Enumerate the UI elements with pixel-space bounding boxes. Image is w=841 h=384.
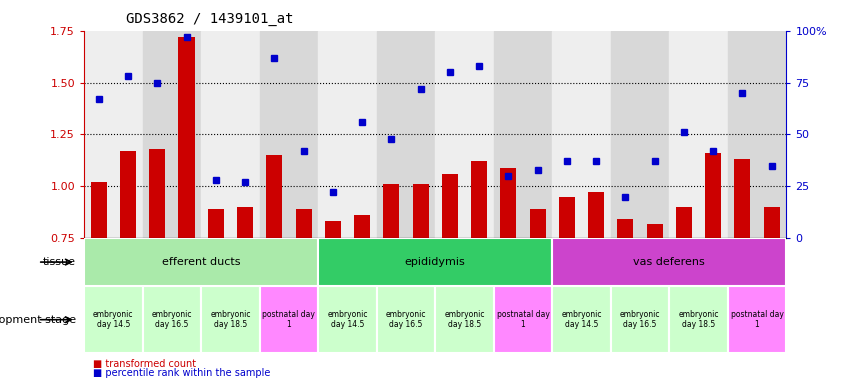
Text: embryonic
day 18.5: embryonic day 18.5 bbox=[210, 310, 251, 329]
Bar bbox=[260, 31, 289, 238]
Bar bbox=[143, 286, 201, 353]
Bar bbox=[201, 31, 230, 238]
Text: postnatal day
1: postnatal day 1 bbox=[262, 310, 315, 329]
Bar bbox=[553, 31, 581, 238]
Bar bbox=[669, 31, 699, 238]
Bar bbox=[553, 286, 611, 353]
Bar bbox=[727, 31, 757, 238]
Bar bbox=[325, 222, 341, 238]
Bar bbox=[436, 286, 494, 353]
Text: embryonic
day 14.5: embryonic day 14.5 bbox=[327, 310, 368, 329]
Bar bbox=[84, 31, 114, 238]
Bar bbox=[354, 215, 370, 238]
Bar bbox=[588, 192, 604, 238]
Bar bbox=[201, 286, 260, 353]
Bar bbox=[413, 184, 429, 238]
Bar bbox=[347, 31, 377, 238]
Bar bbox=[581, 31, 611, 238]
Text: efferent ducts: efferent ducts bbox=[161, 257, 241, 267]
Bar bbox=[757, 31, 786, 238]
Bar bbox=[494, 31, 523, 238]
Text: embryonic
day 18.5: embryonic day 18.5 bbox=[444, 310, 484, 329]
Text: embryonic
day 16.5: embryonic day 16.5 bbox=[386, 310, 426, 329]
Bar bbox=[91, 182, 107, 238]
Bar bbox=[727, 286, 786, 353]
Text: ■ transformed count: ■ transformed count bbox=[93, 359, 196, 369]
Text: ■ percentile rank within the sample: ■ percentile rank within the sample bbox=[93, 368, 270, 378]
Bar bbox=[120, 151, 136, 238]
Bar bbox=[558, 197, 575, 238]
Text: postnatal day
1: postnatal day 1 bbox=[496, 310, 549, 329]
Text: epididymis: epididymis bbox=[405, 257, 466, 267]
Bar bbox=[318, 286, 377, 353]
Bar bbox=[464, 31, 494, 238]
Bar bbox=[494, 286, 553, 353]
Bar bbox=[377, 286, 436, 353]
Bar bbox=[230, 31, 260, 238]
Text: GDS3862 / 1439101_at: GDS3862 / 1439101_at bbox=[126, 12, 294, 25]
Bar bbox=[764, 207, 780, 238]
Bar bbox=[84, 286, 143, 353]
Text: embryonic
day 18.5: embryonic day 18.5 bbox=[679, 310, 719, 329]
Text: embryonic
day 14.5: embryonic day 14.5 bbox=[93, 310, 134, 329]
Bar bbox=[178, 37, 194, 238]
Bar bbox=[442, 174, 458, 238]
Bar bbox=[84, 238, 318, 286]
Bar bbox=[523, 31, 553, 238]
Text: development stage: development stage bbox=[0, 314, 76, 325]
Bar bbox=[734, 159, 750, 238]
Bar bbox=[647, 223, 663, 238]
Bar bbox=[530, 209, 546, 238]
Bar bbox=[611, 31, 640, 238]
Bar bbox=[295, 209, 312, 238]
Bar bbox=[318, 238, 553, 286]
Bar bbox=[699, 31, 727, 238]
Bar bbox=[553, 238, 786, 286]
Bar bbox=[500, 167, 516, 238]
Bar bbox=[377, 31, 406, 238]
Bar bbox=[267, 155, 283, 238]
Bar bbox=[114, 31, 143, 238]
Bar bbox=[435, 31, 464, 238]
Bar bbox=[143, 31, 172, 238]
Bar bbox=[289, 31, 318, 238]
Bar bbox=[669, 286, 727, 353]
Bar bbox=[318, 31, 347, 238]
Bar bbox=[237, 207, 253, 238]
Text: embryonic
day 16.5: embryonic day 16.5 bbox=[151, 310, 192, 329]
Bar bbox=[172, 31, 201, 238]
Bar bbox=[260, 286, 318, 353]
Bar bbox=[149, 149, 166, 238]
Bar bbox=[617, 219, 633, 238]
Text: tissue: tissue bbox=[43, 257, 76, 267]
Bar bbox=[611, 286, 669, 353]
Text: postnatal day
1: postnatal day 1 bbox=[731, 310, 784, 329]
Bar bbox=[208, 209, 224, 238]
Bar bbox=[705, 153, 722, 238]
Text: vas deferens: vas deferens bbox=[633, 257, 705, 267]
Bar bbox=[676, 207, 692, 238]
Bar bbox=[406, 31, 436, 238]
Text: embryonic
day 16.5: embryonic day 16.5 bbox=[620, 310, 660, 329]
Bar bbox=[640, 31, 669, 238]
Text: embryonic
day 14.5: embryonic day 14.5 bbox=[561, 310, 602, 329]
Bar bbox=[471, 161, 487, 238]
Bar bbox=[383, 184, 399, 238]
